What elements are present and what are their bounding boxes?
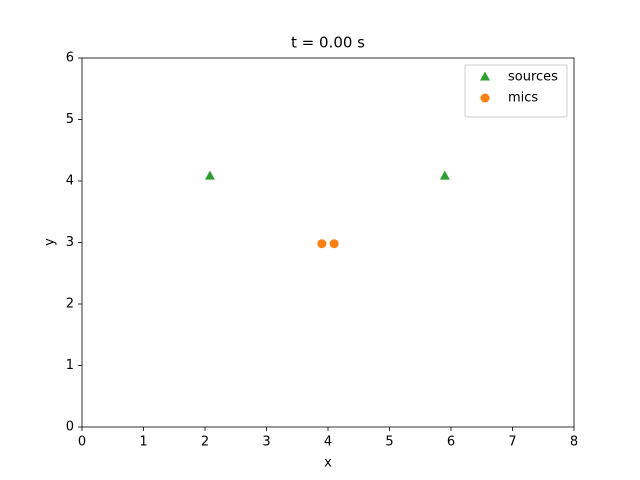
x-tick-label: 0 [78,435,86,450]
y-tick-label: 5 [66,112,74,127]
y-tick-label: 3 [66,235,74,250]
legend-label: sources [508,70,558,85]
y-tick-label: 4 [66,174,74,189]
y-tick-label: 6 [66,51,74,66]
marker [204,170,215,180]
x-tick-label: 1 [139,435,147,450]
plot-frame [81,57,575,428]
y-tick-label: 1 [66,358,74,373]
x-tick-label: 6 [447,435,455,450]
y-tick-label: 0 [66,420,74,435]
x-tick-label: 7 [508,435,516,450]
x-tick-label: 4 [324,435,332,450]
x-tick-label: 3 [262,435,270,450]
x-tick-label: 5 [385,435,393,450]
y-tick-label: 2 [66,297,74,312]
legend-label: mics [508,91,538,106]
marker [439,170,450,180]
legend-box [464,64,568,118]
marker [329,239,339,249]
x-axis-label: x [324,456,332,471]
y-axis-label: y [43,238,58,246]
x-tick-label: 8 [570,435,578,450]
legend-marker [480,93,490,103]
chart-title: t = 0.00 s [291,34,365,52]
legend-marker [480,71,490,81]
x-tick-label: 2 [201,435,209,450]
marker [317,239,327,249]
